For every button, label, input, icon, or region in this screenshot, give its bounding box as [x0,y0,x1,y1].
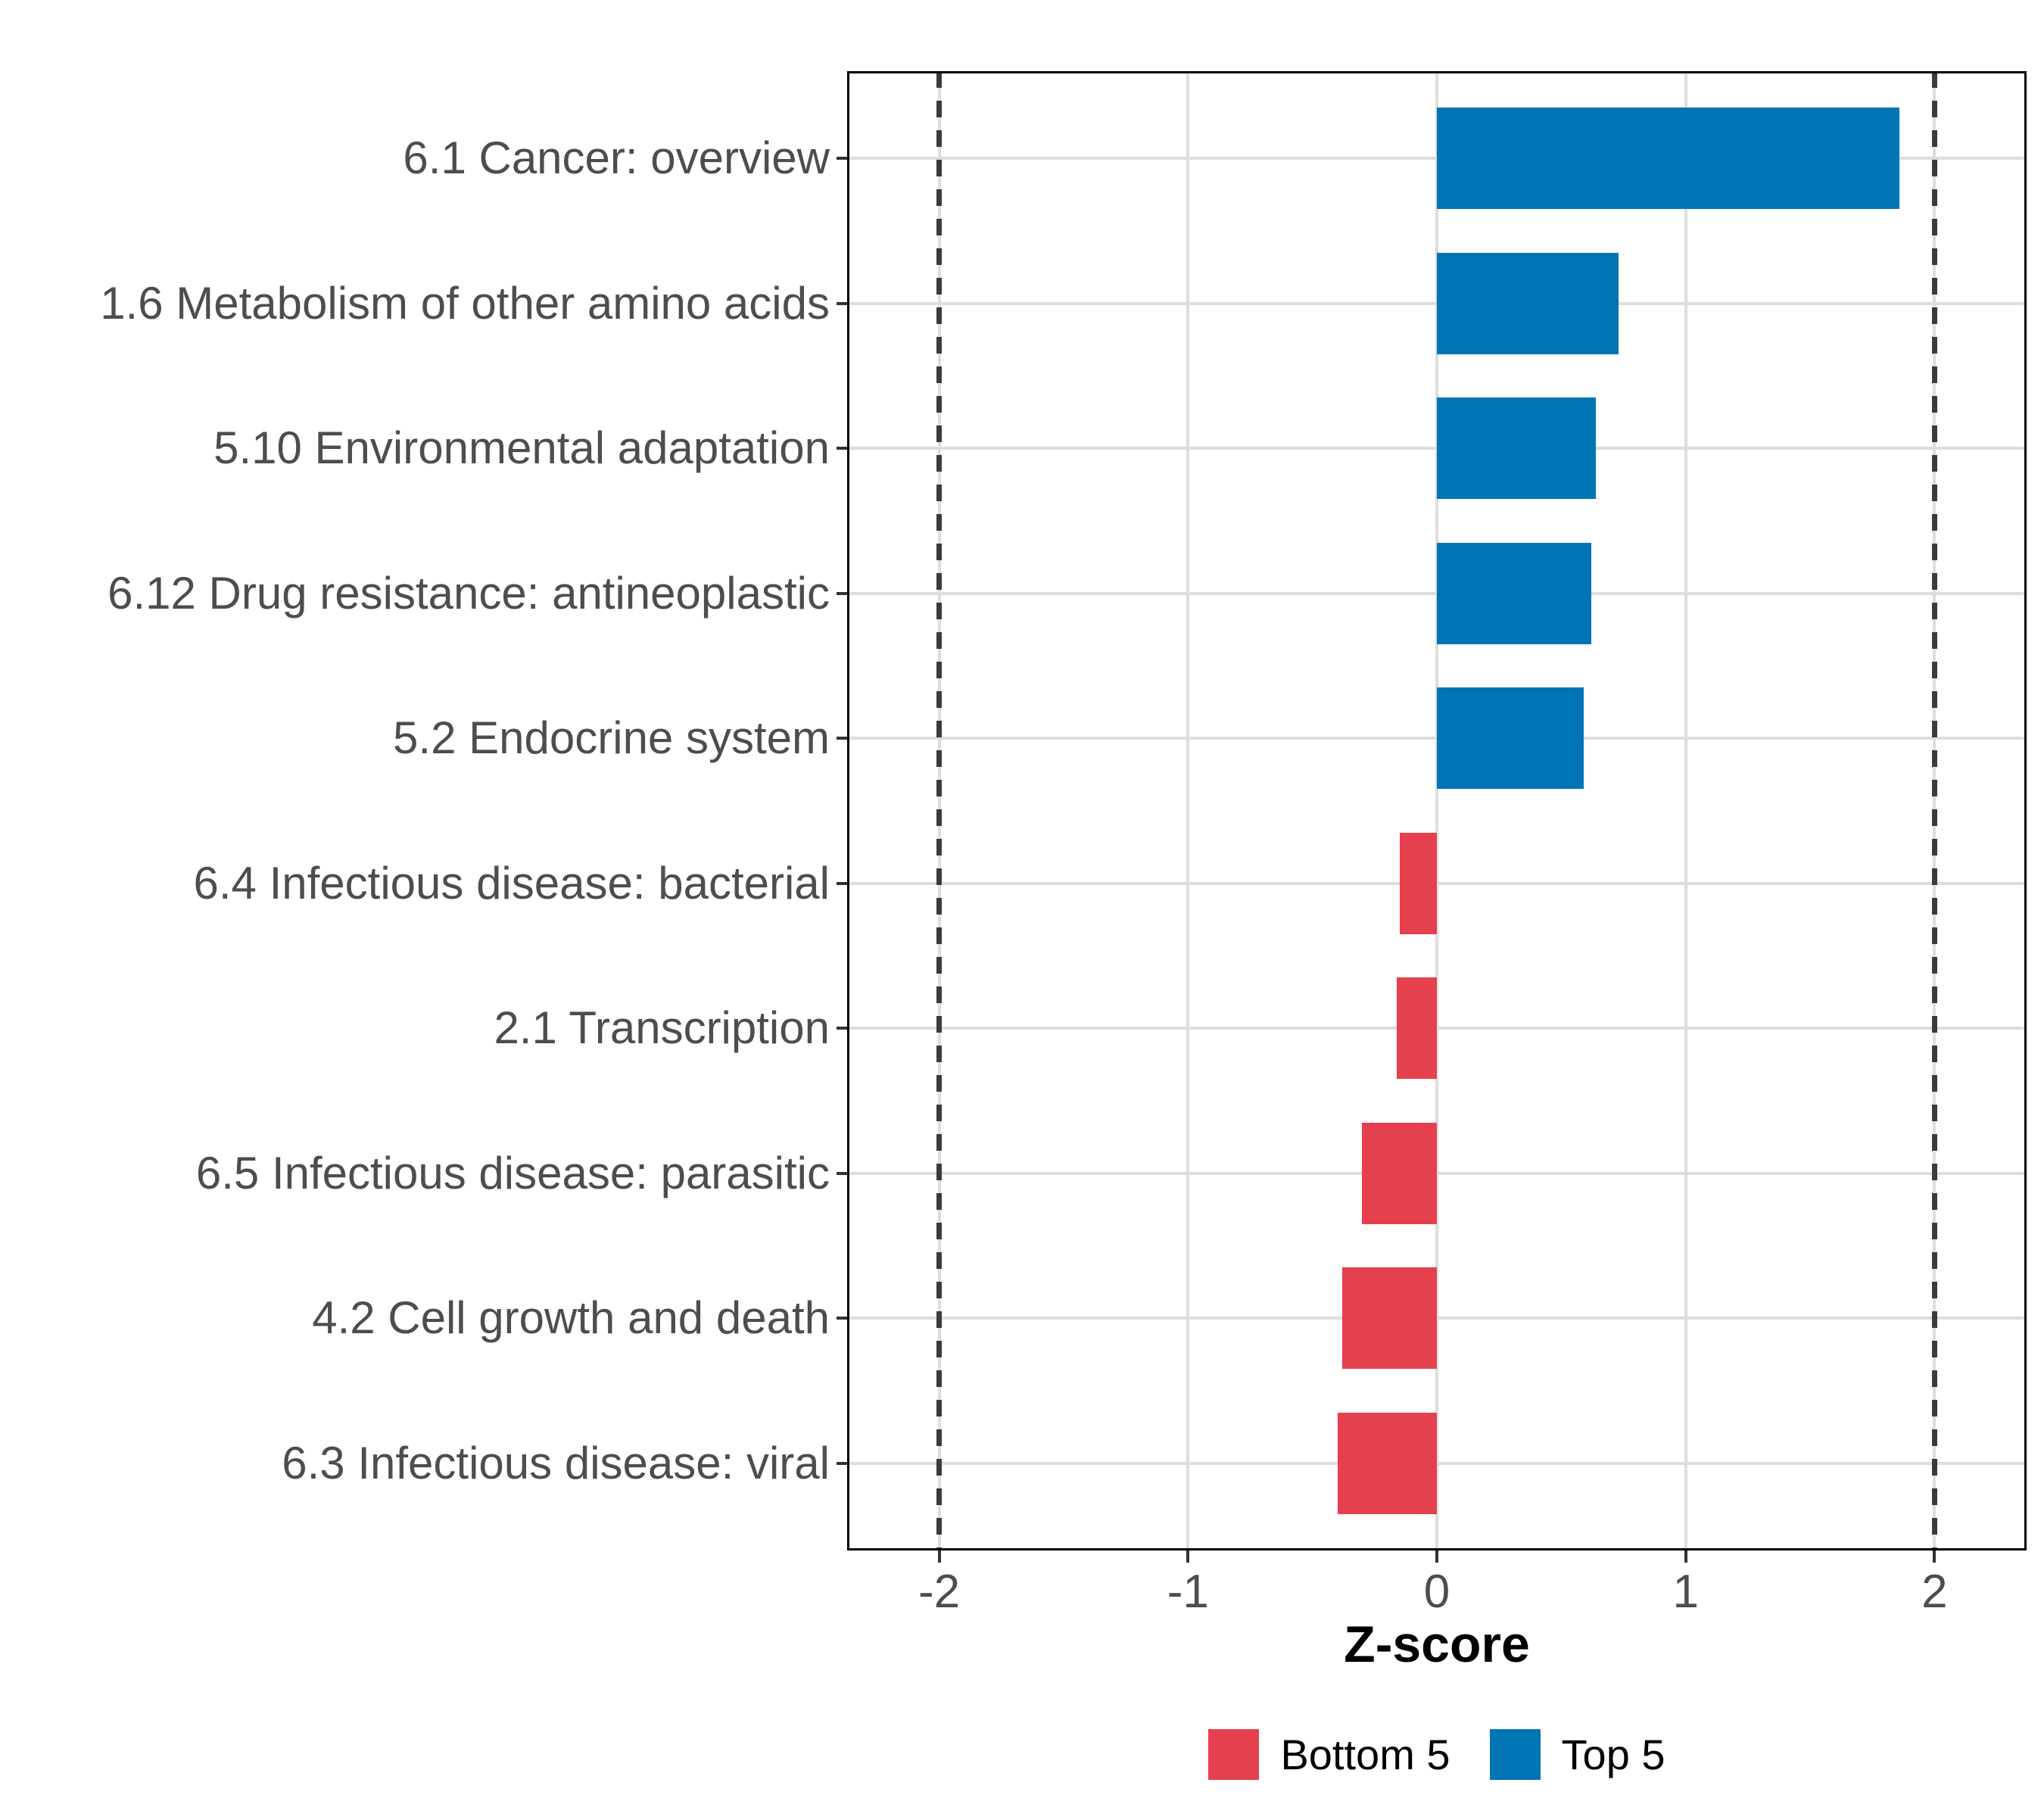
v-gridline [1435,71,1438,1551]
y-axis-label: 1.6 Metabolism of other amino acids [100,277,830,329]
dashed-refline [1931,71,1937,1551]
h-gridline [847,1171,2027,1175]
bar [1437,107,1900,209]
legend-entry-bottom5: Bottom 5 [1208,1728,1450,1780]
x-tick-label: 0 [1423,1566,1450,1618]
y-axis-label: 6.5 Infectious disease: parasitic [195,1147,830,1198]
bar [1437,542,1591,644]
y-tick [837,591,847,595]
bar [1437,252,1619,354]
x-tick-label: 2 [1921,1566,1948,1618]
legend-swatch-bottom5 [1208,1728,1260,1780]
bar [1399,832,1437,934]
y-tick [837,301,847,305]
y-tick [837,1171,847,1175]
y-axis-label: 6.3 Infectious disease: viral [282,1438,830,1489]
y-axis-label: 2.1 Transcription [494,1002,830,1054]
x-tick [937,1551,941,1563]
dashed-refline [936,71,943,1551]
plot-panel [847,71,2027,1551]
x-axis-title: Z-score [1344,1616,1530,1673]
bar [1437,397,1597,500]
bar [1437,687,1584,790]
y-tick [837,737,847,740]
y-axis-label: 5.10 Environmental adaptation [213,422,830,474]
legend-entry-top5: Top 5 [1489,1728,1665,1780]
bar [1397,977,1437,1080]
y-axis-label: 4.2 Cell growth and death [312,1292,830,1344]
x-tick-label: 1 [1672,1566,1699,1618]
y-tick [837,1462,847,1466]
x-tick-label: -1 [1167,1566,1209,1618]
x-tick [1186,1551,1190,1563]
y-tick [837,1317,847,1320]
bar [1337,1413,1437,1515]
h-gridline [847,1027,2027,1030]
y-tick [837,156,847,160]
y-axis-label: 6.12 Drug resistance: antineoplastic [107,567,830,619]
y-tick [837,1027,847,1030]
x-tick [1933,1551,1937,1563]
h-gridline [847,1317,2027,1320]
v-gridline [1684,71,1687,1551]
legend-swatch-top5 [1489,1728,1541,1780]
legend-label-top5: Top 5 [1561,1730,1665,1778]
y-tick [837,447,847,450]
x-tick-label: -2 [918,1566,961,1618]
x-tick [1684,1551,1687,1563]
bar [1342,1267,1437,1370]
v-gridline [1186,71,1190,1551]
y-axis-label: 5.2 Endocrine system [393,712,830,764]
legend-label-bottom5: Bottom 5 [1280,1730,1450,1778]
y-axis-label: 6.4 Infectious disease: bacterial [193,857,830,908]
y-axis-label: 6.1 Cancer: overview [403,132,830,183]
x-tick [1435,1551,1438,1563]
h-gridline [847,1462,2027,1466]
bar [1362,1122,1437,1224]
h-gridline [847,881,2027,885]
legend: Bottom 5 Top 5 [847,1728,2027,1781]
y-tick [837,881,847,885]
